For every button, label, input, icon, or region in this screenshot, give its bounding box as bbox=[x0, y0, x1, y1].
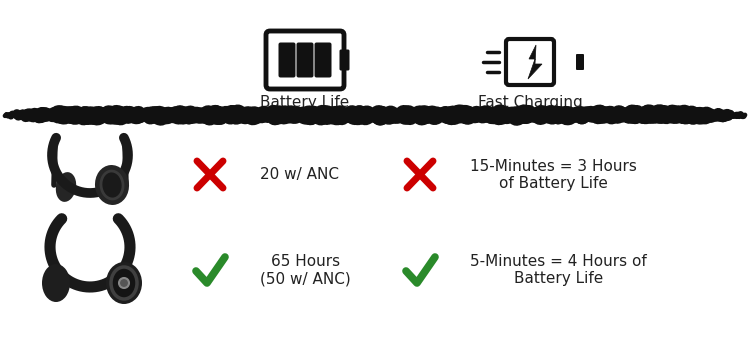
FancyBboxPatch shape bbox=[278, 42, 296, 77]
Ellipse shape bbox=[106, 262, 142, 304]
FancyBboxPatch shape bbox=[296, 42, 314, 77]
Ellipse shape bbox=[56, 172, 76, 202]
FancyBboxPatch shape bbox=[266, 31, 344, 89]
FancyBboxPatch shape bbox=[340, 49, 350, 70]
Text: 20 w/ ANC: 20 w/ ANC bbox=[260, 168, 339, 182]
Ellipse shape bbox=[111, 267, 137, 299]
Text: Battery Life: Battery Life bbox=[260, 95, 350, 110]
Ellipse shape bbox=[101, 171, 123, 199]
FancyBboxPatch shape bbox=[506, 39, 554, 85]
FancyBboxPatch shape bbox=[314, 42, 332, 77]
Ellipse shape bbox=[95, 165, 129, 205]
Text: 5-Minutes = 4 Hours of
Battery Life: 5-Minutes = 4 Hours of Battery Life bbox=[470, 254, 646, 286]
Circle shape bbox=[119, 278, 129, 288]
Text: Fast Charging: Fast Charging bbox=[478, 95, 582, 110]
Polygon shape bbox=[528, 45, 542, 79]
Text: 65 Hours
(50 w/ ANC): 65 Hours (50 w/ ANC) bbox=[260, 254, 351, 286]
Ellipse shape bbox=[42, 264, 70, 302]
Text: 15-Minutes = 3 Hours
of Battery Life: 15-Minutes = 3 Hours of Battery Life bbox=[470, 159, 637, 191]
FancyBboxPatch shape bbox=[576, 54, 584, 70]
